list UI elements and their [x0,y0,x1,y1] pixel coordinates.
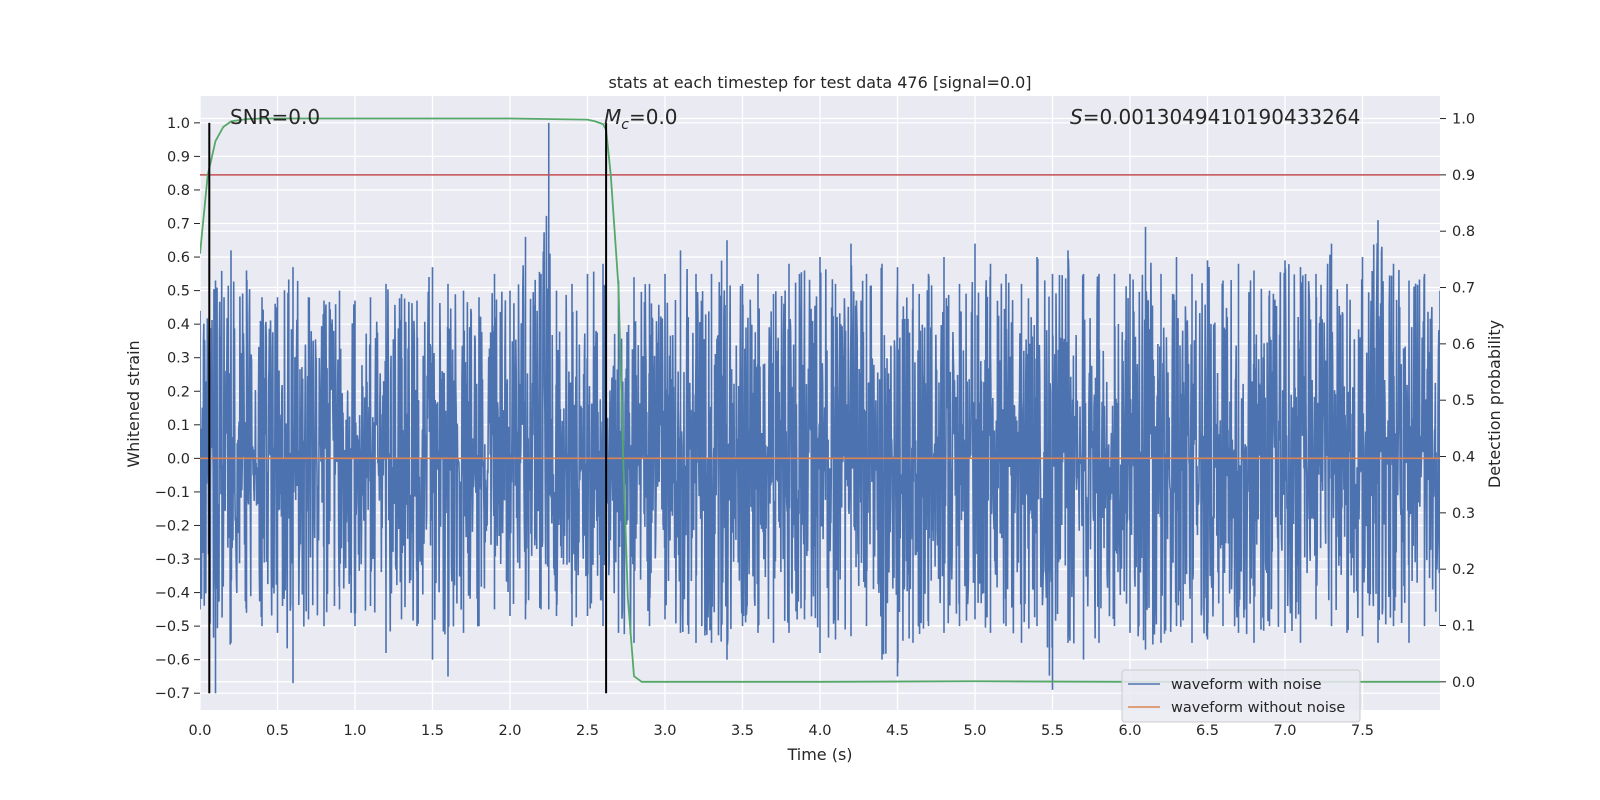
y-right-tick-label: 0.1 [1452,619,1475,635]
y-tick-label: 0.8 [167,183,190,199]
x-tick-label: 7.0 [1273,723,1296,739]
score-annotation: S=0.0013049410190433264 [1070,105,1360,129]
y-tick-label: 0.5 [167,284,190,300]
y-tick-label: 0.1 [167,418,190,434]
y-tick-label: −0.3 [155,552,190,568]
y-axis-label: Whitened strain [124,340,143,467]
legend: waveform with noise waveform without noi… [1121,669,1361,723]
x-ticks: 0.0 0.5 1.0 1.5 2.0 2.5 3.0 3.5 4.0 4.5 5.0 5.5 6.0 6… [188,723,1374,739]
y-right-tick-label: 0.8 [1452,224,1475,240]
y-tick-label: 0.3 [167,351,190,367]
legend-box [1121,669,1361,723]
y-right-tick-label: 0.5 [1452,393,1475,409]
y-right-ticks: 1.0 0.9 0.8 0.7 0.6 0.5 0.4 0.3 0.2 0.1 0.0 [1440,112,1475,691]
snr-annotation: SNR=0.0 [230,105,320,129]
y-tick-label: 0.0 [167,451,190,467]
y-right-tick-label: 0.3 [1452,506,1475,522]
chart-title: stats at each timestep for test data 476… [608,73,1031,92]
y-tick-label: −0.6 [155,653,190,669]
x-tick-label: 4.0 [808,723,831,739]
score-value: =0.0013049410190433264 [1083,105,1361,129]
y-right-tick-label: 0.2 [1452,562,1475,578]
y-tick-label: 0.2 [167,384,190,400]
x-tick-label: 0.5 [266,723,289,739]
x-axis-label: Time (s) [786,745,852,764]
y-tick-label: −0.1 [155,485,190,501]
y-tick-label: 0.4 [167,317,190,333]
y-tick-label: 0.6 [167,250,190,266]
x-tick-label: 6.0 [1118,723,1141,739]
y-right-tick-label: 0.9 [1452,168,1475,184]
legend-label-waveform-with-noise: waveform with noise [1171,677,1322,693]
chirp-mass-symbol: M [604,105,621,129]
x-tick-label: 4.5 [886,723,909,739]
y-tick-label: 1.0 [167,116,190,132]
y-right-tick-label: 0.0 [1452,675,1475,691]
y-right-tick-label: 0.4 [1452,450,1475,466]
y-ticks: 1.0 0.9 0.8 0.7 0.6 0.5 0.4 0.3 0.2 0.1 0.0 −0.1 −0.… [155,116,200,702]
x-tick-label: 1.0 [343,723,366,739]
y-tick-label: −0.5 [155,619,190,635]
x-tick-label: 6.5 [1196,723,1219,739]
x-tick-label: 2.5 [576,723,599,739]
x-tick-label: 5.5 [1041,723,1064,739]
legend-label-waveform-without-noise: waveform without noise [1171,700,1345,716]
chart-marks [200,117,1440,694]
x-tick-label: 3.5 [731,723,754,739]
x-tick-label: 2.0 [498,723,521,739]
x-tick-label: 3.0 [653,723,676,739]
score-symbol: S [1070,105,1083,129]
x-tick-label: 7.5 [1351,723,1374,739]
x-tick-label: 5.0 [963,723,986,739]
x-tick-label: 0.0 [188,723,211,739]
y-tick-label: −0.7 [155,686,190,702]
chirp-mass-annotation: Mc=0.0 [604,105,678,133]
y-tick-label: −0.4 [155,586,190,602]
y-right-tick-label: 0.6 [1452,337,1475,353]
chirp-mass-value: =0.0 [629,105,678,129]
y-tick-label: −0.2 [155,518,190,534]
y-tick-label: 0.9 [167,149,190,165]
chirp-mass-subscript: c [621,117,629,133]
y-tick-label: 0.7 [167,216,190,232]
y-right-tick-label: 0.7 [1452,281,1475,297]
y-right-tick-label: 1.0 [1452,112,1475,128]
y-right-axis-label: Detection probability [1485,320,1504,488]
x-tick-label: 1.5 [421,723,444,739]
